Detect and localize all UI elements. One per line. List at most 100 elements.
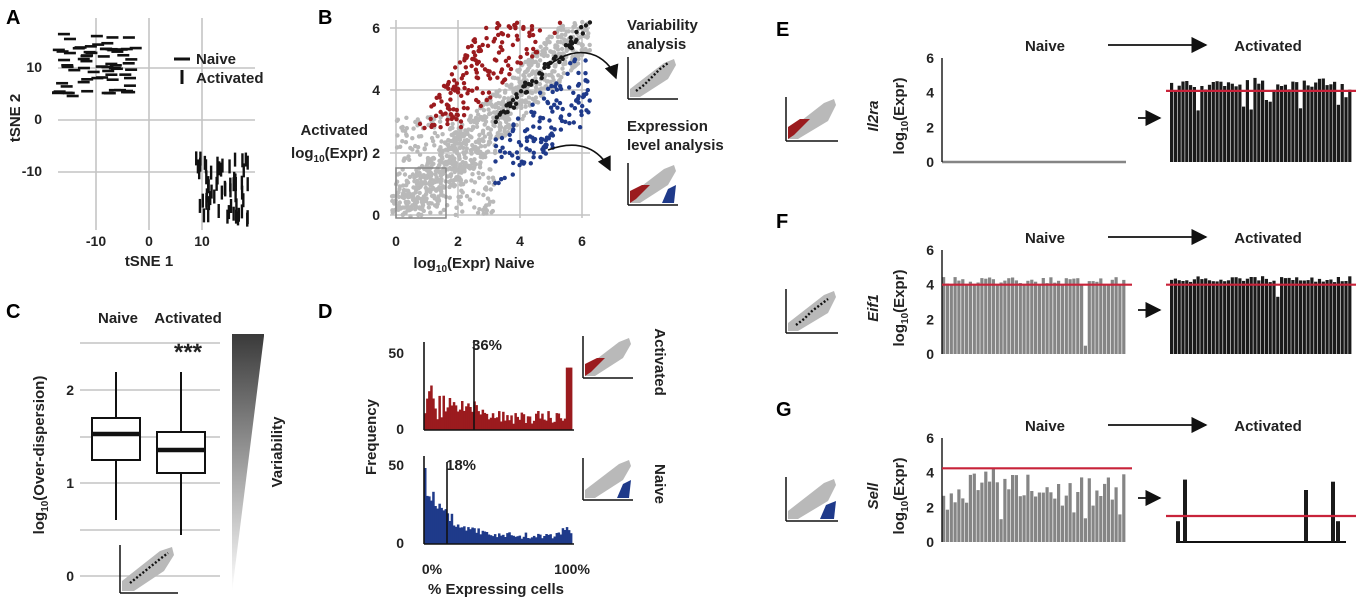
gene-point — [401, 158, 406, 163]
gene-point — [523, 104, 528, 109]
naive-high-point — [568, 61, 573, 66]
naive-high-point — [515, 155, 521, 161]
gene-point — [519, 105, 524, 111]
activated-high-point — [515, 37, 520, 42]
gene-point — [478, 151, 483, 156]
naive-high-point — [554, 98, 559, 103]
activated-high-point — [499, 31, 504, 36]
naive-cell-bar — [1014, 475, 1018, 542]
gene-point — [440, 148, 446, 153]
activated-cell-bar — [1177, 280, 1181, 354]
gene-point — [398, 144, 403, 149]
d-ytick: 0 — [396, 535, 404, 551]
histogram-bar — [479, 414, 482, 430]
gene-point — [444, 153, 449, 159]
activated-cell-bar — [1314, 281, 1318, 354]
histogram-bar — [483, 412, 487, 430]
gene-point — [517, 79, 522, 85]
c-ytick: 0 — [66, 568, 74, 584]
naive-high-point — [555, 105, 560, 110]
gene-point — [438, 152, 443, 158]
activated-cell-bar — [1287, 277, 1291, 354]
gene-point — [549, 49, 554, 55]
histogram-bar — [512, 535, 515, 544]
activated-cell-bar — [1306, 280, 1310, 354]
gene-point — [410, 147, 415, 152]
histogram-bar — [559, 418, 563, 430]
gene-point — [521, 113, 527, 119]
naive-high-point — [563, 119, 568, 125]
gene-point — [477, 165, 483, 170]
activated-high-point — [534, 50, 540, 55]
activated-cell-bar — [1253, 77, 1257, 162]
ytick-f: 0 — [926, 346, 934, 362]
activated-high-point — [453, 65, 458, 70]
naive-high-point — [541, 96, 547, 101]
gene-point — [426, 201, 431, 206]
boxplot-naive — [91, 372, 141, 520]
activated-high-point — [491, 71, 496, 76]
naive-high-point — [550, 109, 555, 114]
gene-point — [559, 25, 564, 30]
activated-cell-bar — [1219, 81, 1223, 162]
panel-label-c: C — [6, 301, 20, 323]
naive-cell-bar — [1095, 281, 1099, 354]
activated-cell-bar — [1192, 279, 1196, 354]
activated-cell-bar — [1317, 78, 1322, 162]
gene-point — [448, 125, 453, 131]
gene-point — [507, 84, 512, 89]
activated-high-point — [452, 88, 458, 93]
naive-cell-bar — [1018, 496, 1022, 542]
gene-point — [410, 197, 416, 202]
ytick-e: 6 — [926, 50, 934, 66]
activated-cell-bar — [1253, 277, 1257, 354]
activated-high-point — [470, 56, 475, 62]
gene-point — [523, 98, 528, 103]
ytick-g: 2 — [926, 499, 934, 515]
variable-gene-point — [542, 61, 547, 67]
histogram-bar — [440, 507, 443, 544]
activated-high-point — [480, 63, 485, 68]
activated-cell-bar — [1234, 277, 1238, 354]
naive-cell-bar — [976, 490, 980, 542]
naive-cell-bar — [1014, 280, 1018, 354]
gene-point — [522, 74, 527, 80]
activated-high-point — [461, 81, 467, 86]
gene-point — [462, 168, 467, 173]
gene-point — [525, 68, 530, 73]
gene-point — [545, 36, 550, 42]
naive-high-point — [537, 125, 542, 130]
naive-cell-bar — [949, 493, 953, 542]
histogram-bar — [428, 391, 431, 430]
gene-point — [431, 161, 436, 166]
mini-expression — [627, 162, 679, 206]
gene-point — [448, 146, 454, 152]
variable-gene-point — [523, 80, 528, 85]
naive-cell-bar — [1011, 475, 1015, 542]
histogram-bar — [500, 535, 503, 544]
histogram-bar — [551, 422, 554, 430]
activated-high-point — [508, 25, 513, 30]
histogram-bar — [543, 536, 546, 544]
naive-cell-bar — [1106, 285, 1110, 354]
gene-point — [434, 188, 439, 193]
histogram-bar — [493, 534, 497, 544]
activated-high-point — [514, 33, 520, 38]
naive-cell-bar — [1080, 477, 1084, 542]
gene-point — [488, 111, 493, 116]
naive-high-point — [575, 83, 581, 88]
activated-high-point — [462, 85, 467, 91]
gene-point — [452, 184, 457, 189]
gene-point — [448, 172, 453, 177]
activated-cell-bar — [1261, 80, 1265, 162]
gene-point — [471, 166, 476, 171]
activated-cell-bar — [1276, 84, 1280, 162]
activated-high-point — [445, 117, 450, 123]
gene-point — [450, 121, 455, 127]
naive-cell-bar — [1106, 477, 1110, 542]
expression-arrow — [547, 144, 611, 172]
activated-cell-bar — [1223, 86, 1227, 162]
gene-point — [573, 52, 579, 58]
activated-cell-bar — [1183, 479, 1187, 542]
histogram-bar — [485, 532, 489, 544]
